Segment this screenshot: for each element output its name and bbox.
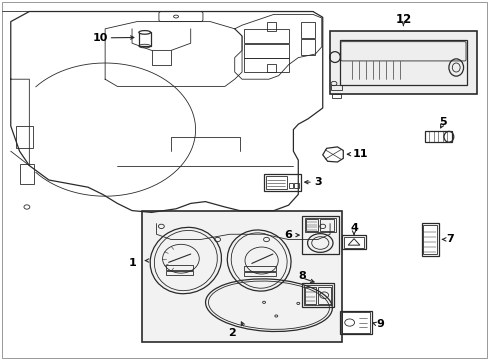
Bar xyxy=(342,235,365,249)
Bar xyxy=(305,219,318,231)
Bar xyxy=(139,32,150,46)
Bar xyxy=(294,183,299,188)
Bar xyxy=(341,312,369,333)
Ellipse shape xyxy=(139,31,150,34)
Bar xyxy=(339,40,466,85)
Text: 4: 4 xyxy=(349,222,357,233)
Bar xyxy=(300,22,315,38)
Bar xyxy=(319,219,334,231)
Text: 5: 5 xyxy=(438,117,446,127)
Bar xyxy=(331,94,340,98)
Bar xyxy=(421,223,438,256)
Bar xyxy=(16,126,33,148)
Text: 8: 8 xyxy=(298,271,305,282)
Bar xyxy=(305,287,316,304)
Bar xyxy=(304,218,336,232)
Bar xyxy=(339,311,371,334)
Bar xyxy=(318,287,330,304)
Bar xyxy=(244,44,288,58)
Text: 3: 3 xyxy=(313,177,321,187)
Bar xyxy=(244,29,288,43)
Bar xyxy=(266,22,276,31)
Text: 7: 7 xyxy=(445,234,453,244)
Bar xyxy=(288,183,293,188)
Bar xyxy=(244,266,276,271)
Bar xyxy=(302,283,333,307)
Bar xyxy=(266,64,276,72)
Bar xyxy=(166,271,193,275)
Bar xyxy=(304,285,331,305)
Text: 2: 2 xyxy=(228,328,236,338)
Bar xyxy=(344,237,363,248)
Bar xyxy=(265,176,286,189)
Bar xyxy=(244,58,288,72)
Text: 9: 9 xyxy=(376,319,384,329)
Text: 1: 1 xyxy=(129,258,137,268)
Bar xyxy=(166,265,193,270)
Bar xyxy=(244,272,276,276)
Bar xyxy=(423,225,436,254)
Bar xyxy=(329,31,476,94)
Bar xyxy=(302,216,338,254)
FancyBboxPatch shape xyxy=(159,12,203,22)
Text: 10: 10 xyxy=(92,33,108,43)
Text: 6: 6 xyxy=(284,230,292,240)
Bar xyxy=(330,85,341,90)
Bar xyxy=(300,39,315,55)
Text: 12: 12 xyxy=(394,13,411,26)
Bar xyxy=(264,174,300,191)
Text: 11: 11 xyxy=(352,149,368,159)
Bar xyxy=(425,131,451,142)
Bar xyxy=(142,211,342,342)
Bar xyxy=(20,164,34,184)
